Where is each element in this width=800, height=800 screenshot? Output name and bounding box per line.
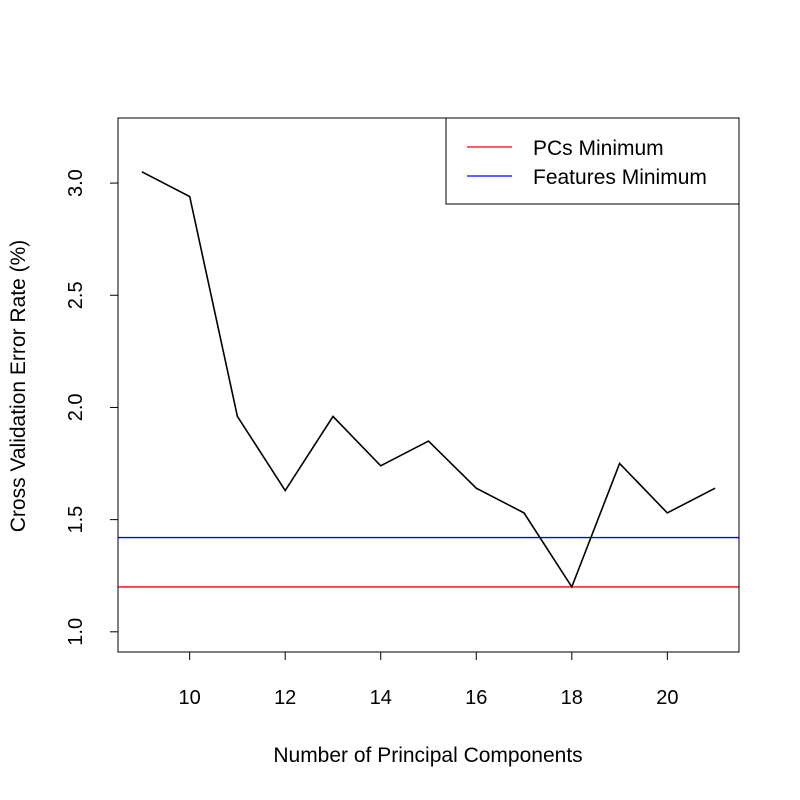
- lines-layer: [118, 171, 739, 589]
- x-axis-title: Number of Principal Components: [273, 744, 582, 767]
- legend-label-features-minimum: Features Minimum: [533, 166, 707, 189]
- x-tick-label: 16: [465, 687, 487, 709]
- plot-frame: [117, 117, 740, 653]
- y-tick-label: 1.5: [65, 506, 87, 534]
- legend-label-pcs-minimum: PCs Minimum: [533, 137, 664, 160]
- legend-box: [445, 117, 740, 205]
- x-tick-label: 14: [370, 687, 392, 709]
- y-tick-label: 3.0: [65, 169, 87, 197]
- x-tick-label: 18: [561, 687, 583, 709]
- y-tick-label: 2.0: [65, 393, 87, 421]
- x-tick-label: 10: [179, 687, 201, 709]
- y-tick-label: 2.5: [65, 281, 87, 309]
- legend: PCs Minimum Features Minimum: [445, 117, 740, 205]
- y-tick-label: 1.0: [65, 618, 87, 646]
- y-axis-title: Cross Validation Error Rate (%): [7, 240, 30, 533]
- x-tick-label: 12: [274, 687, 296, 709]
- x-tick-label: 20: [656, 687, 678, 709]
